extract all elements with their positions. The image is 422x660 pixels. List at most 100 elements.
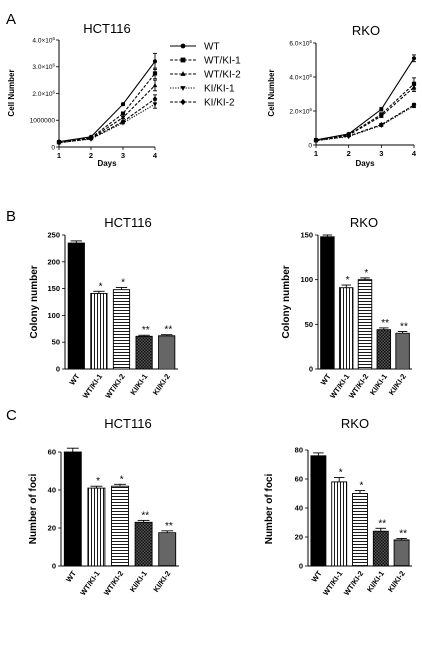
bar-rect xyxy=(331,481,348,567)
y-tick-label: 60 xyxy=(48,448,56,457)
significance-label: * xyxy=(99,281,103,292)
y-tick-label: 40 xyxy=(48,486,56,495)
y-tick-label: 20 xyxy=(48,524,56,533)
bar-wt-ki-1: *WT/KI-1 xyxy=(328,275,354,400)
y-tick-label: 200 xyxy=(47,257,60,266)
bar-rect xyxy=(393,539,410,567)
y-tick-label: 4.0×106 xyxy=(32,36,55,45)
x-tick-label: WT/KI-2 xyxy=(342,569,365,597)
chart-title: RKO xyxy=(350,215,378,230)
bar-wt: WT xyxy=(63,447,82,584)
panel-letter-b: B xyxy=(6,208,16,225)
x-tick-label: WT xyxy=(310,569,324,584)
bar-rect xyxy=(372,530,389,567)
bar-rect xyxy=(63,451,82,567)
series-line xyxy=(315,104,415,142)
x-tick-label: WT xyxy=(67,372,81,387)
data-point xyxy=(56,139,62,146)
bar-wt: WT xyxy=(319,234,335,387)
x-tick-label: KI/KI-1 xyxy=(128,569,149,594)
bar-ki-ki-2: ** KI/KI-2 xyxy=(386,528,410,594)
data-point xyxy=(152,82,158,88)
y-tick-label: 4.0×106 xyxy=(289,73,312,82)
bar-ki-ki-1: ** KI/KI-1 xyxy=(128,325,153,397)
data-point xyxy=(120,111,126,116)
y-axis-label: Number of foci xyxy=(28,474,39,545)
data-point xyxy=(346,133,351,139)
y-axis-label: Cell Number xyxy=(267,69,276,116)
line-chart-a2: RKO 0 2.0×106 4.0×106 6.0×106 1 2 3 4 Days Cell Nu… xyxy=(267,23,417,168)
x-tick-label: WT/KI-2 xyxy=(103,372,126,400)
x-tick-label: WT/KI-1 xyxy=(81,372,104,400)
bar-rect xyxy=(158,335,176,370)
y-tick-label: 50 xyxy=(52,338,60,347)
y-tick-label: 80 xyxy=(295,446,303,455)
series-line xyxy=(315,105,415,142)
bar-rect xyxy=(352,493,368,567)
data-point xyxy=(152,96,158,102)
series-line xyxy=(58,98,156,144)
y-tick-label: 0 xyxy=(309,365,313,374)
x-tick-label: 1 xyxy=(57,151,61,160)
series-line xyxy=(58,61,156,143)
legend-label: WT/KI-1 xyxy=(204,56,241,67)
data-point xyxy=(120,115,126,120)
series-wt-ki-1 xyxy=(313,77,417,143)
legend-marker xyxy=(180,43,186,49)
series-ki-ki-1 xyxy=(56,99,158,146)
panel-letter-c: C xyxy=(6,407,17,424)
legend-marker xyxy=(180,86,186,91)
bar-rect xyxy=(112,289,131,370)
data-point xyxy=(379,107,384,112)
legend-label: WT/KI-2 xyxy=(204,70,241,81)
y-tick-label: 2.0×106 xyxy=(32,89,55,98)
y-tick-label: 20 xyxy=(295,533,303,542)
legend-entry: WT/KI-1 xyxy=(170,56,241,67)
significance-label: * xyxy=(96,476,100,487)
y-tick-label: 3.0×106 xyxy=(32,63,55,72)
bar-wt: WT xyxy=(67,240,85,387)
x-axis-label: Days xyxy=(97,159,117,168)
x-tick-label: 2 xyxy=(347,149,351,158)
data-point xyxy=(152,102,158,107)
data-point xyxy=(411,56,417,61)
significance-label: * xyxy=(339,468,343,479)
bar-chart-c2: RKO 0 20 40 60 80 Number of foci WT * WT/KI-1 * WT/… xyxy=(264,416,412,597)
x-tick-label: 1 xyxy=(314,149,318,158)
series-line xyxy=(315,83,415,141)
y-tick-label: 0 xyxy=(299,562,303,571)
data-point xyxy=(379,121,384,128)
data-point xyxy=(120,118,126,125)
y-tick-label: 2.0×106 xyxy=(289,107,312,116)
data-point xyxy=(379,113,384,118)
x-tick-label: WT xyxy=(64,569,78,584)
bar-rect xyxy=(87,487,106,567)
y-axis-label: Cell Number xyxy=(7,69,16,116)
significance-label: ** xyxy=(164,325,172,336)
panel-letter-a: A xyxy=(6,11,16,28)
y-tick-label: 250 xyxy=(47,231,60,240)
x-tick-label: KI/KI-2 xyxy=(387,372,408,397)
significance-label: * xyxy=(346,275,350,286)
series-line xyxy=(58,73,156,143)
x-tick-label: KI/KI-2 xyxy=(386,569,407,594)
bar-chart-c1: HCT116 0 20 40 60 Number of foci WT * WT/KI-1 * WT… xyxy=(28,416,179,597)
x-tick-label: 4 xyxy=(412,149,417,158)
chart-title: HCT116 xyxy=(104,416,151,431)
x-tick-label: 3 xyxy=(121,151,125,160)
legend-marker xyxy=(180,57,186,63)
data-point xyxy=(411,102,417,108)
bar-wt: WT xyxy=(310,452,327,584)
bar-rect xyxy=(395,332,410,370)
y-tick-label: 1000000 xyxy=(30,118,56,125)
bar-rect xyxy=(135,335,153,370)
x-tick-label: KI/KI-1 xyxy=(365,569,386,594)
bar-chart-b1: HCT116 0 50 100 150 200 250 Colony number WT * WT/… xyxy=(29,215,178,400)
x-tick-label: WT/KI-1 xyxy=(78,569,101,597)
bar-rect xyxy=(134,521,153,567)
significance-label: ** xyxy=(400,321,408,332)
y-tick-label: 0 xyxy=(56,365,60,374)
y-tick-label: 50 xyxy=(305,320,313,329)
x-tick-label: KI/KI-1 xyxy=(128,372,149,397)
x-tick-label: WT/KI-2 xyxy=(102,569,125,597)
